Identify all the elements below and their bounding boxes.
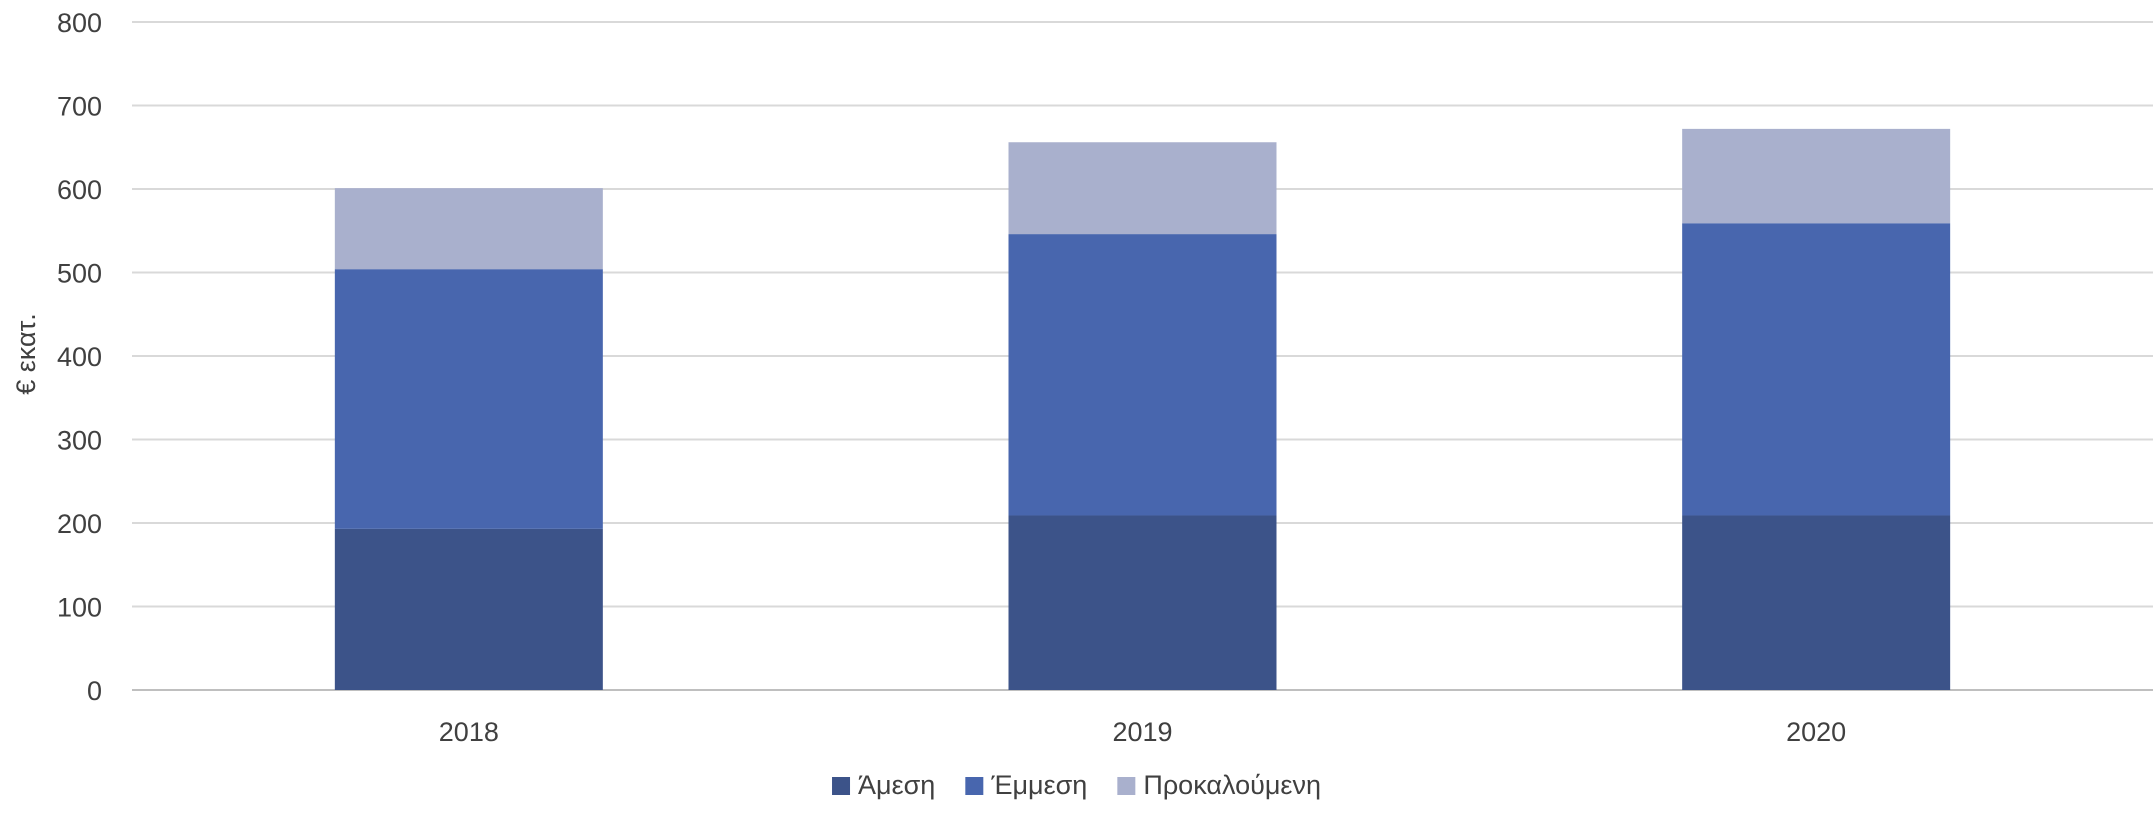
x-tick-label: 2019 (1112, 717, 1172, 747)
bar-2019-series-2 (1008, 142, 1277, 235)
x-tick-label: 2020 (1786, 717, 1846, 747)
y-tick-label: 600 (57, 175, 102, 205)
bars (334, 128, 1951, 690)
bar-2020-series-0 (1682, 515, 1951, 690)
legend-item: Άμεση (832, 770, 935, 800)
bar-2018-series-2 (334, 188, 603, 270)
x-axis-ticks: 2018 2019 2020 (439, 717, 1846, 747)
legend-swatch (1117, 777, 1136, 795)
legend: Άμεση Έμμεση Προκαλούμενη (832, 770, 1321, 800)
legend-label: Προκαλούμενη (1143, 770, 1321, 800)
bar-2020-series-2 (1682, 128, 1951, 224)
legend-label: Άμεση (858, 770, 935, 800)
bar-2019-series-1 (1008, 234, 1277, 516)
legend-swatch (832, 777, 851, 795)
y-tick-label: 500 (57, 259, 102, 289)
y-tick-label: 300 (57, 426, 102, 456)
legend-item: Έμμεση (965, 770, 1087, 800)
y-tick-label: 800 (57, 8, 102, 38)
y-axis-ticks: 0 100 200 300 400 500 600 700 800 (57, 8, 102, 706)
bar-2018-series-0 (334, 528, 603, 690)
y-tick-label: 200 (57, 509, 102, 539)
y-axis-title: € εκατ. (11, 313, 41, 395)
y-tick-label: 700 (57, 92, 102, 122)
bar-2018-series-1 (334, 269, 603, 529)
y-tick-label: 100 (57, 593, 102, 623)
legend-swatch (965, 777, 984, 795)
bar-2019-series-0 (1008, 515, 1277, 690)
legend-item: Προκαλούμενη (1117, 770, 1321, 800)
x-tick-label: 2018 (439, 717, 499, 747)
y-tick-label: 400 (57, 342, 102, 372)
bar-2020-series-1 (1682, 223, 1951, 516)
y-tick-label: 0 (87, 676, 102, 706)
legend-label: Έμμεση (990, 770, 1087, 800)
